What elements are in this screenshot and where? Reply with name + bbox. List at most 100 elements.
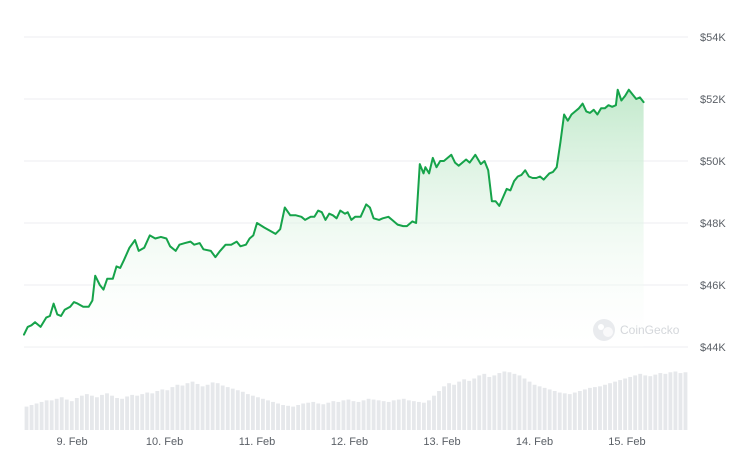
volume-bar [110,395,114,430]
volume-bar [155,391,160,430]
volume-bar [582,389,587,430]
volume-bar [44,400,49,430]
volume-bar [547,389,552,430]
volume-bar [180,385,185,430]
volume-bar [64,399,69,430]
volume-bar [653,374,658,430]
x-tick-label: 15. Feb [608,436,645,448]
x-tick-label: 11. Feb [239,436,276,448]
volume-bar [49,400,54,430]
volume-bar [457,381,462,430]
volume-bar [371,399,376,430]
volume-bar [527,381,532,430]
volume-bar [195,383,200,430]
volume-bar [326,402,331,430]
volume-bar [185,383,190,430]
volume-bar [29,405,34,430]
volume-bar [250,395,255,430]
volume-bar [482,373,487,430]
volume-bar [160,389,165,430]
volume-bar [552,391,557,430]
volume-bar [271,401,275,430]
volume-bar [663,373,668,430]
volume-bar [532,384,537,430]
volume-bar [391,400,396,430]
volume-bar [472,378,477,430]
coingecko-logo-icon [593,319,615,341]
volume-bar [105,393,109,430]
volume-bar [281,405,285,430]
volume-bar [175,384,180,430]
x-tick-label: 13. Feb [423,436,460,448]
volume-bar [24,406,29,430]
volume-bar [452,384,457,430]
volume-bar [115,398,119,430]
volume-bar [165,390,170,430]
volume-bar [100,394,104,430]
volume-bar [542,387,547,430]
volume-bar [240,391,245,430]
volume-bar [34,403,39,430]
volume-bar [200,386,205,430]
volume-bar [562,393,567,430]
volume-bar [537,386,542,430]
volume-bar [346,399,351,430]
volume-bar [311,401,316,430]
volume-bar [673,371,678,430]
volume-bar [351,401,356,430]
y-tick-label: $44K [700,342,726,354]
price-line-group [23,88,645,336]
volume-bar [598,386,602,430]
volume-bar [215,383,220,430]
volume-bar [296,405,301,430]
volume-bar [587,387,592,430]
volume-bar [432,395,436,430]
volume-bar [416,401,421,430]
volume-bar [497,373,502,430]
volume-bar [54,398,59,430]
volume-bar [145,392,150,430]
price-line [23,88,645,336]
volume-bar [301,403,306,430]
volume-bar [678,373,683,430]
y-tick-label: $46K [700,280,726,292]
volume-bar [557,392,562,430]
volume-bar [633,375,638,430]
volume-bar [512,373,517,430]
y-tick-label: $48K [700,218,726,230]
volume-bar [306,402,311,430]
volume-bar [608,383,612,430]
volume-bar [462,379,467,430]
volume-bar [361,400,366,430]
volume-bar [276,403,280,430]
y-tick-label: $54K [700,32,726,44]
volume-bar [683,372,688,430]
volume-bar [447,383,451,430]
volume-bar [135,395,140,430]
volume-bar [517,375,522,430]
volume-bar [381,401,386,430]
volume-bar [220,385,225,430]
volume-bar [225,387,230,430]
volume-bar [401,398,406,430]
volume-bar [125,396,130,430]
volume-bar [386,401,391,430]
volume-bar [266,400,270,430]
volume-bar [618,380,623,430]
volume-bar [79,395,84,430]
volume-bar [572,392,577,430]
volume-bar [643,375,648,430]
volume-bar [492,375,497,430]
volume-bar [376,400,381,430]
volume-bar [668,372,673,430]
volume-bar [235,390,240,430]
volume-bar [39,401,44,430]
volume-bar [356,401,361,430]
price-area [24,89,644,347]
watermark: CoinGecko [593,319,680,341]
volume-bar [210,382,215,430]
x-tick-label: 14. Feb [516,436,553,448]
volume-bar [230,388,235,430]
volume-bar [74,398,79,430]
